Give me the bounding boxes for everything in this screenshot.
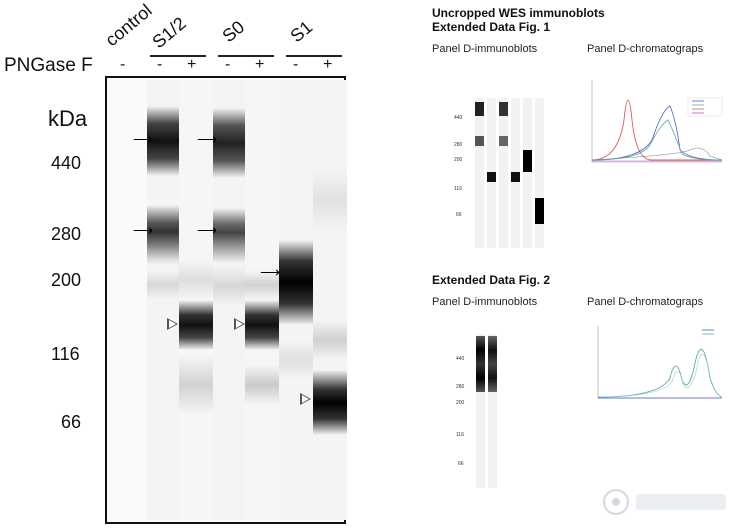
mw-marker-200: 200 [51,270,82,290]
fig1-title: Extended Data Fig. 1 [432,20,551,34]
fig1-immunoblot-thumbnail: 440 280 200 116 66 [448,80,548,250]
mini-lane [475,98,484,248]
band [179,300,213,350]
mini-mw-116: 116 [456,432,464,438]
arrow-right-icon: ⟶ [197,131,218,147]
mini-mw-116: 116 [454,186,462,192]
mini-lane [499,98,508,248]
chromatograph-svg [597,326,723,399]
wes-blot-image [105,76,347,524]
fig1-chromatograph-thumbnail [580,70,728,178]
arrow-right-icon: ⟶ [260,264,281,280]
band [147,205,181,265]
band [279,240,313,325]
chromatograph-svg [591,80,723,163]
mini-lane [476,334,485,488]
band [487,172,496,182]
mini-mw-440: 440 [454,115,463,121]
band [499,102,508,116]
band [179,355,213,415]
band [523,150,532,172]
treatment-s0-plus: + [255,56,265,73]
mw-marker-66: 66 [61,412,82,432]
band [245,365,279,405]
band [245,300,279,350]
band [245,270,279,300]
arrow-right-icon: ⟶ [133,131,154,147]
triangle-marker-icon [167,318,178,330]
band [475,136,484,146]
treatment-s1-plus: + [323,56,333,73]
band [147,106,181,176]
band [279,340,313,380]
treatment-control-minus: - [120,56,126,73]
group-bar-s1 [286,55,342,57]
mw-marker-440: 440 [51,153,82,173]
fig2-title: Extended Data Fig. 2 [432,273,551,287]
band [213,266,247,306]
band [147,270,181,300]
lane-s1-plus [313,80,347,520]
lane-s1-2-minus [147,80,181,520]
lane-s0-plus [245,80,279,520]
band [476,336,485,392]
band [499,136,508,146]
sample-label-s0: S0 [218,16,249,47]
band [313,170,347,230]
band [213,108,247,178]
sample-label-s1: S1 [286,16,317,47]
triangle-marker-icon [234,318,245,330]
mini-mw-66: 66 [458,461,464,467]
watermark-svg [603,489,726,515]
arrow-right-icon: ⟶ [197,222,218,238]
treatment-s1-2-plus: + [187,56,197,73]
mini-lane [487,98,496,248]
mini-lane [535,98,544,248]
group-bar-s0 [218,55,274,57]
mini-mw-200: 200 [454,157,463,163]
treatment-s1-2-minus: - [157,56,163,73]
fig2-chromatograph-thumbnail [590,318,728,408]
fig1-immunoblots-label: Panel D-immunoblots [432,43,538,55]
mini-mw-280: 280 [456,384,465,390]
fig1-chromatographs-label: Panel D-chromatograps [587,43,704,55]
sample-label-control: control [101,0,156,51]
mw-marker-280: 280 [51,224,82,244]
mini-lane [511,98,520,248]
mini-mw-200: 200 [456,400,465,406]
mini-mw-66: 66 [456,212,462,218]
mini-mw-440: 440 [456,356,465,362]
mw-unit-label: kDa [48,106,88,131]
fig2-immunoblot-thumbnail: 440 280 200 116 66 [450,320,510,490]
mw-marker-116: 116 [51,344,80,364]
band [535,198,544,224]
band [475,102,484,116]
triangle-marker-icon [300,393,311,405]
mini-lane [523,98,532,248]
band [213,208,247,263]
mini-mw-280: 280 [454,142,463,148]
band [313,320,347,360]
treatment-label: PNGase F [4,55,93,76]
band [511,172,520,182]
watermark-logo [598,482,738,522]
band [179,260,213,300]
fig2-immunoblots-label: Panel D-immunoblots [432,296,538,308]
arrow-right-icon: ⟶ [133,222,154,238]
treatment-s1-minus: - [293,56,299,73]
lane-s0-minus [213,80,247,520]
sample-label-s1-2: S1/2 [148,13,190,53]
band [313,370,347,435]
lane-s1-2-plus [179,80,213,520]
fig2-chromatographs-label: Panel D-chromatograps [587,296,704,308]
group-bar-s1-2 [150,55,206,57]
treatment-s0-minus: - [225,56,231,73]
lane-s1-minus [279,80,313,520]
mini-lane [488,334,497,488]
right-panel-title: Uncropped WES immunoblots [432,6,605,20]
band [488,336,497,392]
